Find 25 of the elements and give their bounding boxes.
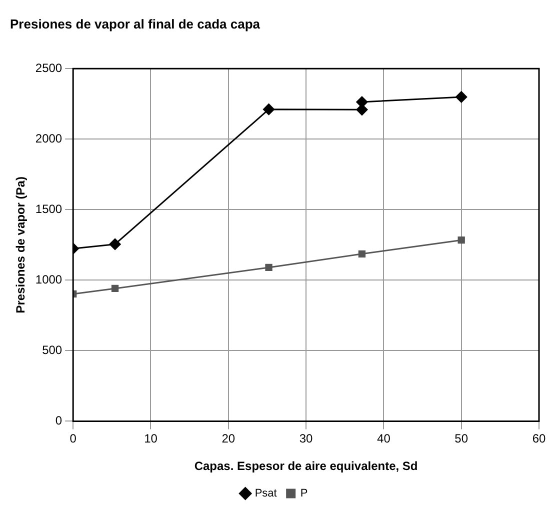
x-tick-label: 20 xyxy=(222,432,236,446)
chart-title: Presiones de vapor al final de cada capa xyxy=(10,16,261,32)
y-tick-label: 0 xyxy=(55,414,62,428)
point xyxy=(111,284,119,292)
x-tick-label: 0 xyxy=(70,432,77,446)
point xyxy=(458,236,465,244)
y-tick-label: 500 xyxy=(42,342,62,357)
y-tick-label: 2500 xyxy=(35,60,62,75)
point xyxy=(263,104,275,116)
legend-label: Psat xyxy=(254,488,277,500)
x-tick-label: 50 xyxy=(454,432,468,446)
x-tick-label: 10 xyxy=(144,432,158,446)
x-tick-label: 30 xyxy=(299,432,314,446)
x-axis-title: Capas. Espesor de aire equivalente, Sd xyxy=(194,459,418,474)
point xyxy=(456,91,468,103)
y-tick-label: 1000 xyxy=(35,272,62,286)
legend-label: P xyxy=(300,488,308,500)
y-axis-title: Presiones de vapor (Pa) xyxy=(14,176,28,314)
point xyxy=(109,238,121,250)
y-tick-label: 1500 xyxy=(35,202,62,216)
y-tick-label: 2000 xyxy=(35,131,62,146)
point xyxy=(265,264,272,272)
x-tick-label: 60 xyxy=(532,432,546,446)
point xyxy=(358,250,366,258)
x-tick-label: 40 xyxy=(377,432,391,446)
